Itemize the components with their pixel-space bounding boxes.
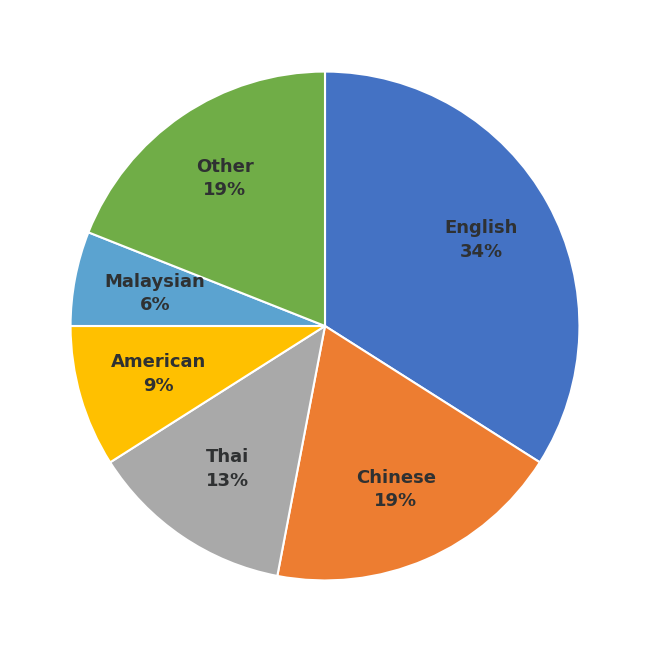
Wedge shape	[71, 326, 325, 462]
Text: American
9%: American 9%	[111, 353, 207, 395]
Wedge shape	[325, 72, 579, 462]
Text: Other
19%: Other 19%	[196, 158, 254, 200]
Text: Malaysian
6%: Malaysian 6%	[105, 273, 205, 314]
Wedge shape	[88, 72, 325, 326]
Wedge shape	[278, 326, 540, 580]
Text: Thai
13%: Thai 13%	[206, 449, 250, 490]
Wedge shape	[71, 232, 325, 326]
Text: English
34%: English 34%	[445, 219, 518, 261]
Wedge shape	[110, 326, 325, 576]
Text: Chinese
19%: Chinese 19%	[356, 469, 436, 511]
